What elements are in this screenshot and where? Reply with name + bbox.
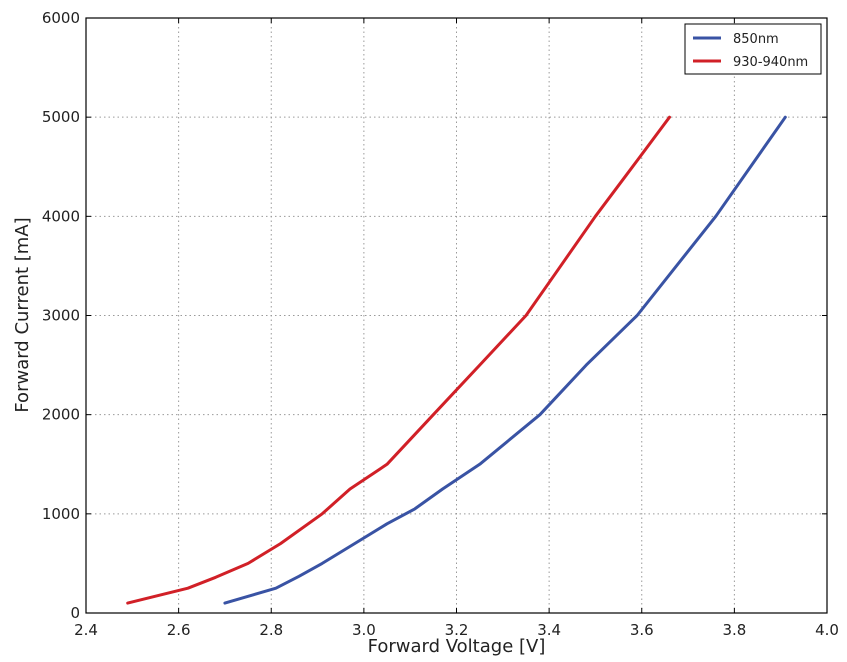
y-tick-label: 5000: [42, 108, 80, 126]
y-axis-label: Forward Current [mA]: [12, 217, 33, 412]
x-tick-label: 2.8: [259, 621, 283, 639]
series-line-850nm: [223, 115, 787, 605]
y-tick-label: 2000: [42, 406, 80, 424]
legend-label-930-940nm: 930-940nm: [733, 55, 808, 70]
x-tick-label: 3.2: [445, 621, 469, 639]
x-tick-label: 2.6: [167, 621, 191, 639]
x-tick-label: 3.6: [630, 621, 654, 639]
x-tick-label: 2.4: [74, 621, 98, 639]
grid: [86, 18, 827, 613]
series-line-930-940nm: [126, 115, 671, 605]
x-tick-label: 3.8: [722, 621, 746, 639]
y-tick-label: 3000: [42, 307, 80, 325]
legend-label-850nm: 850nm: [733, 32, 779, 47]
y-tick-label: 0: [70, 604, 80, 622]
legend: 850nm 930-940nm: [684, 23, 822, 75]
axis-ticks: 2.4 2.6 2.8 3.0 3.2 3.4 3.6 3.8 4.0 0 1000 2000 3000…: [42, 9, 839, 639]
plot-lines: [126, 115, 787, 605]
x-tick-label: 3.0: [352, 621, 376, 639]
x-tick-label: 4.0: [815, 621, 839, 639]
y-tick-label: 4000: [42, 207, 80, 225]
x-tick-label: 3.4: [537, 621, 561, 639]
legend-box: [684, 23, 822, 75]
y-tick-label: 1000: [42, 505, 80, 523]
y-tick-label: 6000: [42, 9, 80, 27]
x-axis-label: Forward Voltage [V]: [368, 636, 546, 657]
